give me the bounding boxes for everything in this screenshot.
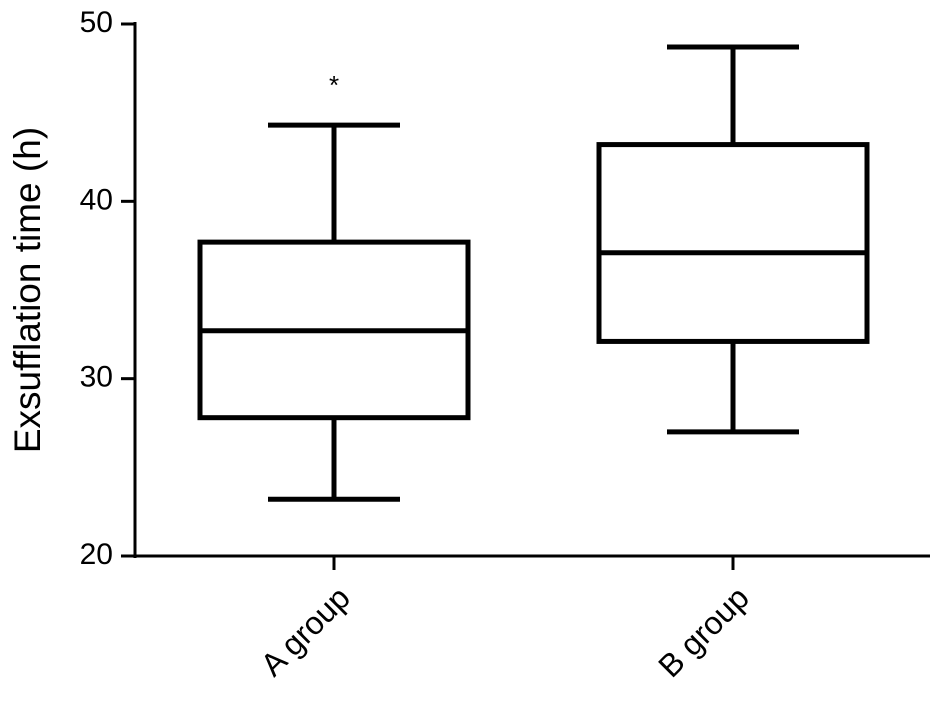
y-tick-label: 40 (80, 183, 113, 216)
x-tick-label: A group (253, 579, 356, 682)
y-axis-label: Exsufflation time (h) (7, 127, 48, 453)
annotation: * (329, 70, 339, 100)
x-tick-label: B group (651, 579, 756, 684)
y-tick-label: 50 (80, 6, 113, 39)
box (596, 142, 870, 344)
y-tick-label: 30 (80, 361, 113, 394)
y-tick-label: 20 (80, 538, 113, 571)
